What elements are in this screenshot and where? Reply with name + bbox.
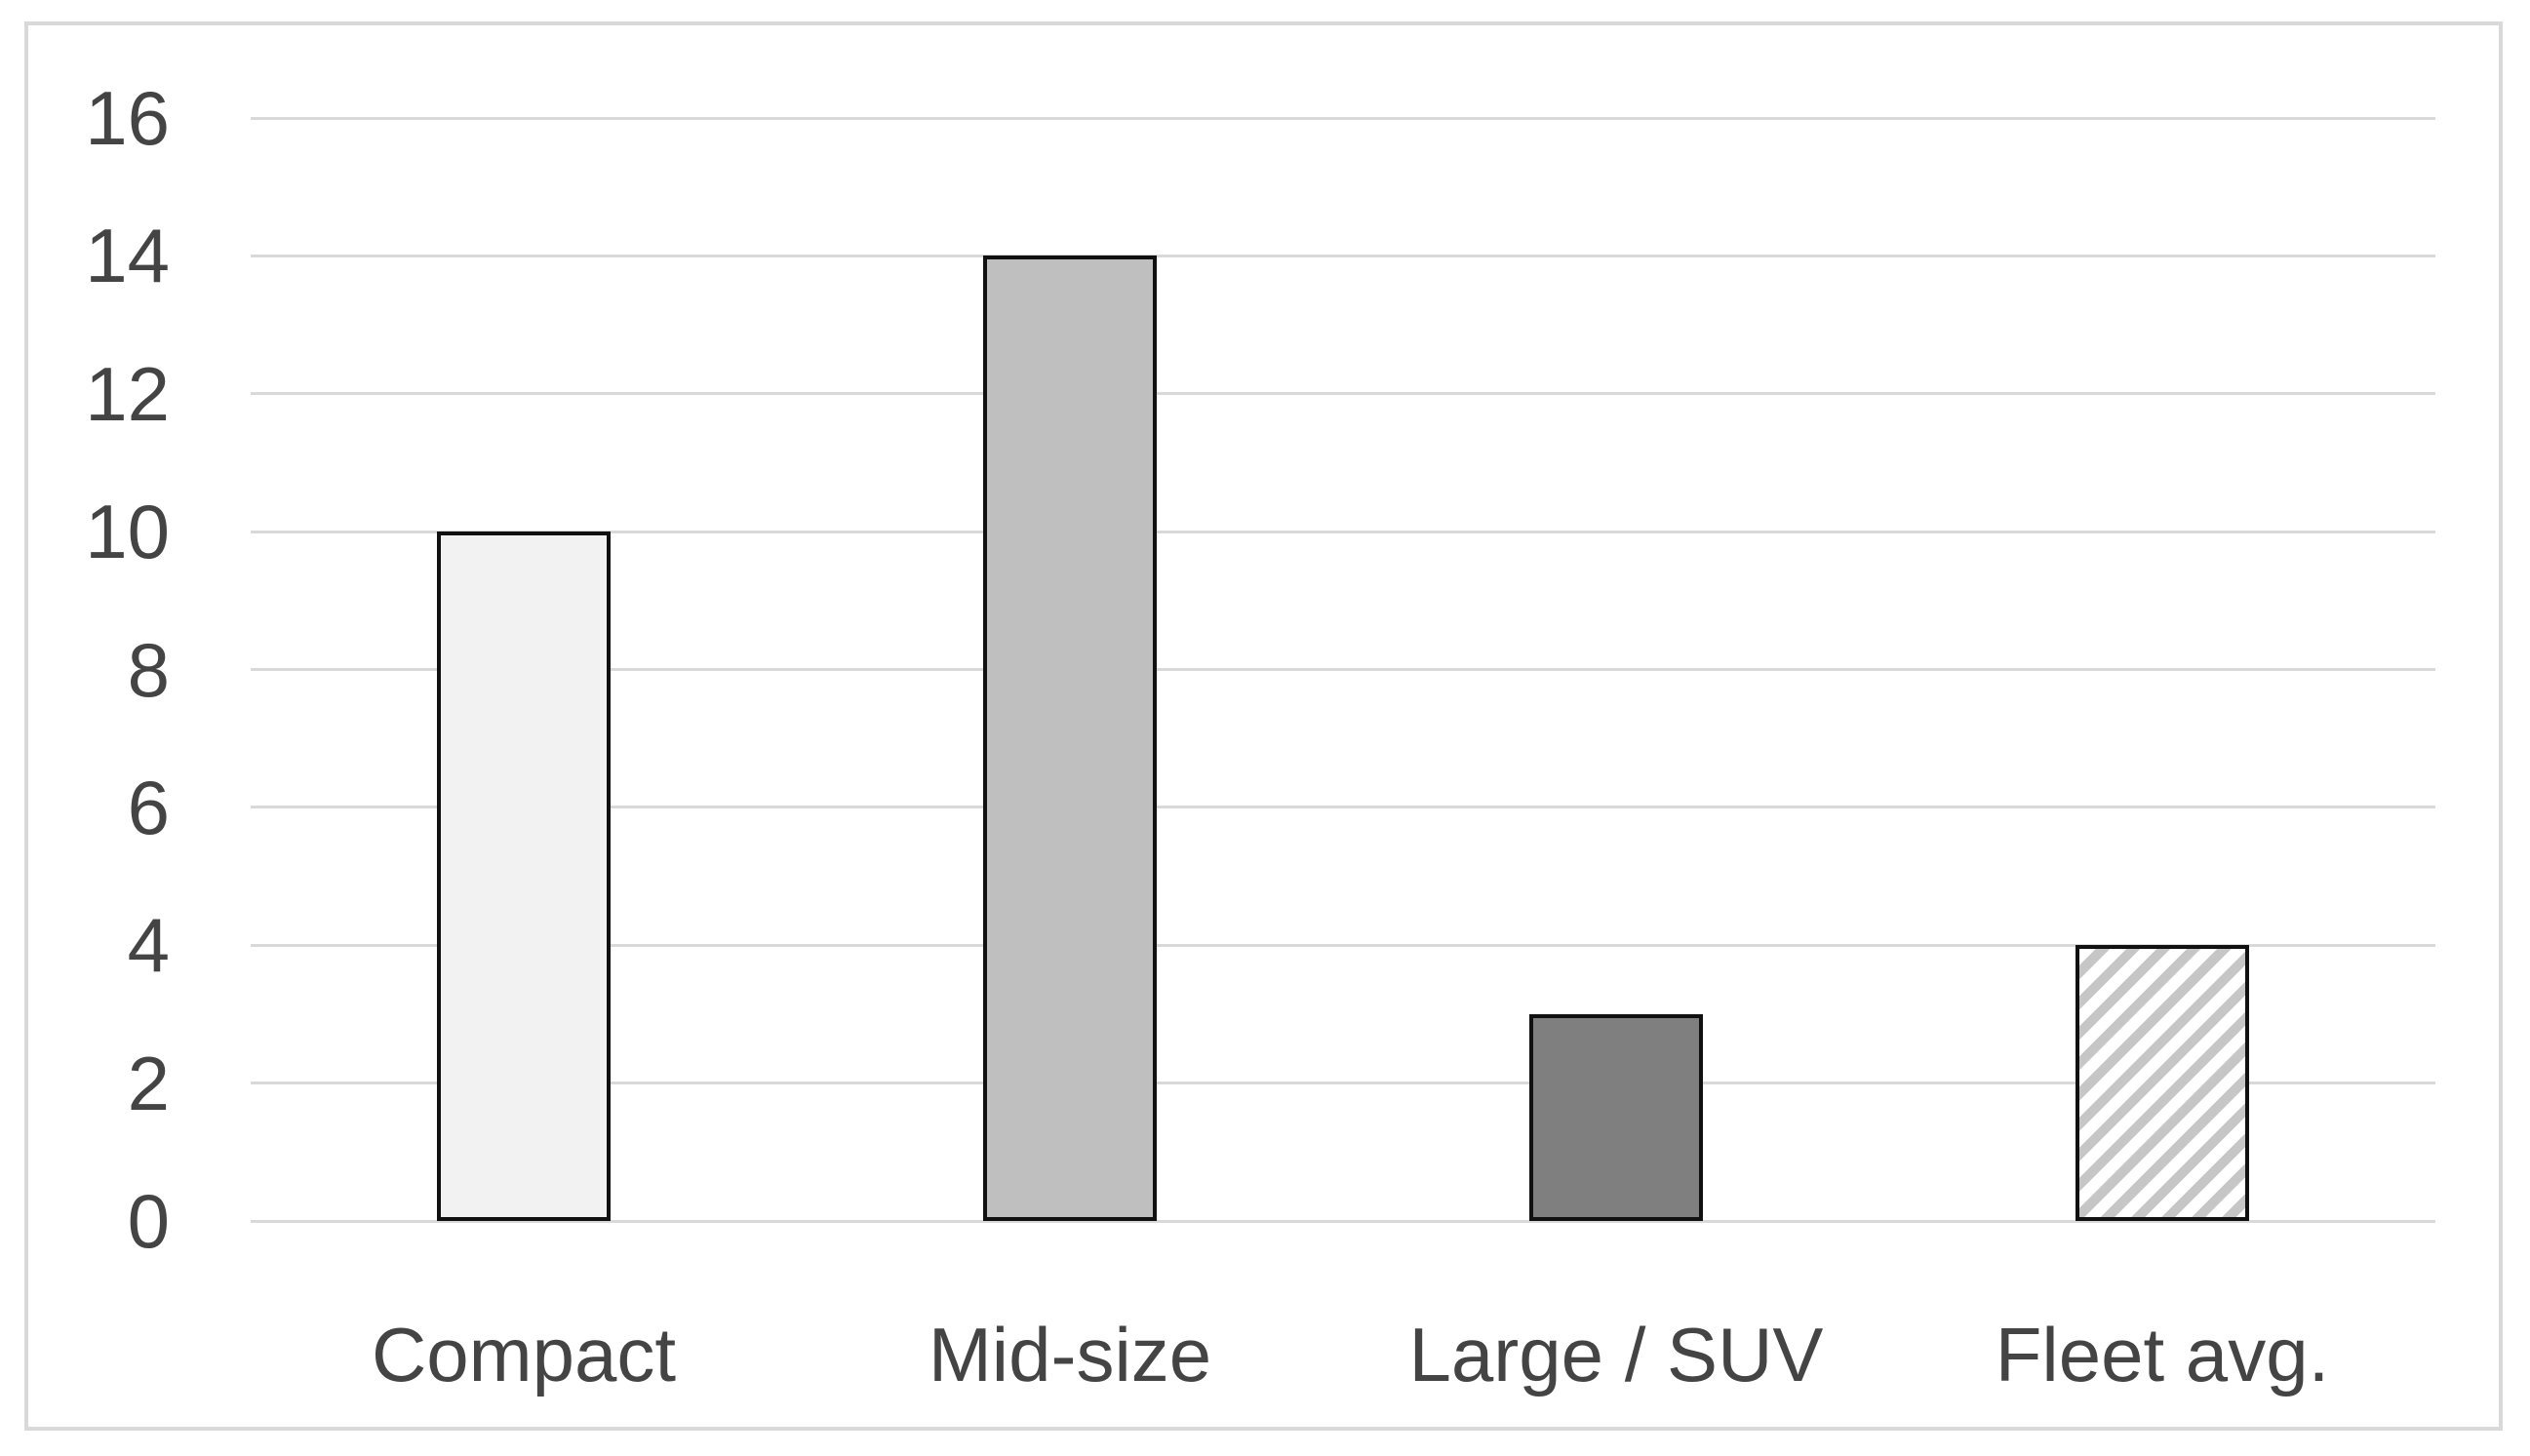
y-tick-label-16: 16 <box>85 75 170 161</box>
y-tick-label-14: 14 <box>85 213 170 299</box>
x-category-label-fleet-avg: Fleet avg. <box>1995 1312 2330 1397</box>
bar-compact <box>437 531 611 1221</box>
y-tick-label-0: 0 <box>127 1178 170 1264</box>
x-category-label-compact: Compact <box>371 1312 677 1397</box>
x-category-label-large-suv: Large / SUV <box>1408 1312 1824 1397</box>
gridline-y12 <box>251 392 2435 396</box>
gridline-y6 <box>251 806 2435 809</box>
bar-fleet-avg <box>2075 945 2249 1221</box>
chart-frame: 0 2 4 6 8 10 12 14 16 Compact Mid-size Large / SUV… <box>24 21 2503 1431</box>
gridline-y10 <box>251 530 2435 533</box>
bar-large-suv <box>1529 1013 1703 1221</box>
bar-mid-size <box>983 256 1157 1221</box>
y-tick-label-8: 8 <box>127 626 170 713</box>
gridline-y0 <box>251 1219 2435 1223</box>
x-category-label-mid-size: Mid-size <box>928 1312 1212 1397</box>
y-tick-label-4: 4 <box>127 902 170 989</box>
y-tick-label-2: 2 <box>127 1040 170 1126</box>
gridline-y14 <box>251 254 2435 257</box>
gridline-y2 <box>251 1082 2435 1085</box>
gridline-y8 <box>251 668 2435 671</box>
gridline-y16 <box>251 116 2435 120</box>
y-tick-label-10: 10 <box>85 489 170 575</box>
y-tick-label-6: 6 <box>127 764 170 850</box>
y-tick-label-12: 12 <box>85 350 170 437</box>
gridline-y4 <box>251 943 2435 947</box>
